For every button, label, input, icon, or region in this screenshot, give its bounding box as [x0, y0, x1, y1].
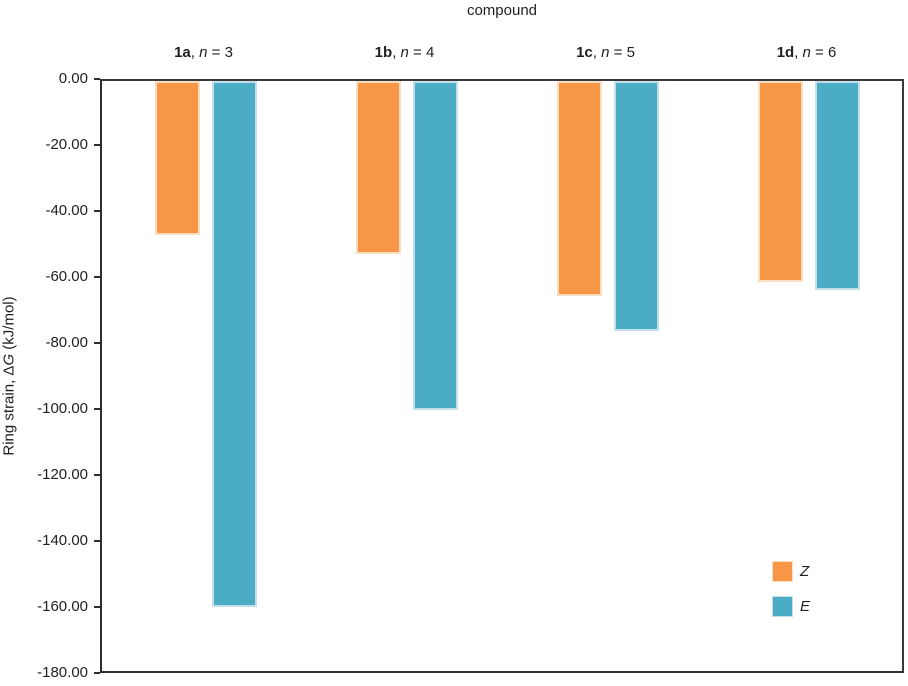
plot-area	[100, 79, 904, 673]
y-tick-mark	[94, 210, 100, 212]
y-tick-label: -20.00	[45, 136, 88, 153]
y-tick-label: -60.00	[45, 268, 88, 285]
bar-E-1c	[614, 81, 659, 331]
y-tick-mark	[94, 474, 100, 476]
legend-entry-Z: Z	[772, 561, 810, 582]
bar-Z-1b	[356, 81, 401, 254]
y-tick-label: -40.00	[45, 202, 88, 219]
category-label-1b: 1b, n = 4	[374, 44, 435, 61]
legend-swatch-E	[772, 596, 793, 617]
bar-E-1b	[413, 81, 458, 410]
y-tick-mark	[94, 540, 100, 542]
bar-Z-1a	[155, 81, 200, 235]
y-tick-mark	[94, 408, 100, 410]
legend-swatch-Z	[772, 561, 793, 582]
y-tick-label: -100.00	[37, 400, 88, 417]
y-tick-label: -120.00	[37, 466, 88, 483]
y-tick-label: -180.00	[37, 664, 88, 681]
bar-Z-1d	[758, 81, 803, 282]
bar-Z-1c	[557, 81, 602, 296]
y-tick-label: 0.00	[58, 70, 88, 87]
category-label-1c: 1c, n = 5	[576, 44, 635, 61]
legend-label-Z: Z	[800, 563, 810, 580]
chart-title: compound	[466, 2, 538, 19]
y-tick-label: -80.00	[45, 334, 88, 351]
y-tick-mark	[94, 276, 100, 278]
y-tick-mark	[94, 144, 100, 146]
y-axis-title: Ring strain, ΔG (kJ/mol)	[0, 296, 18, 456]
y-tick-label: -160.00	[37, 598, 88, 615]
y-tick-mark	[94, 606, 100, 608]
legend-label-E: E	[800, 598, 811, 615]
bar-E-1d	[815, 81, 860, 290]
y-tick-mark	[94, 78, 100, 80]
category-label-1a: 1a, n = 3	[174, 44, 233, 61]
category-label-1d: 1d, n = 6	[776, 44, 837, 61]
bar-E-1a	[212, 81, 257, 607]
y-tick-mark	[94, 672, 100, 674]
y-tick-mark	[94, 342, 100, 344]
legend-entry-E: E	[772, 596, 810, 617]
y-tick-label: -140.00	[37, 532, 88, 549]
